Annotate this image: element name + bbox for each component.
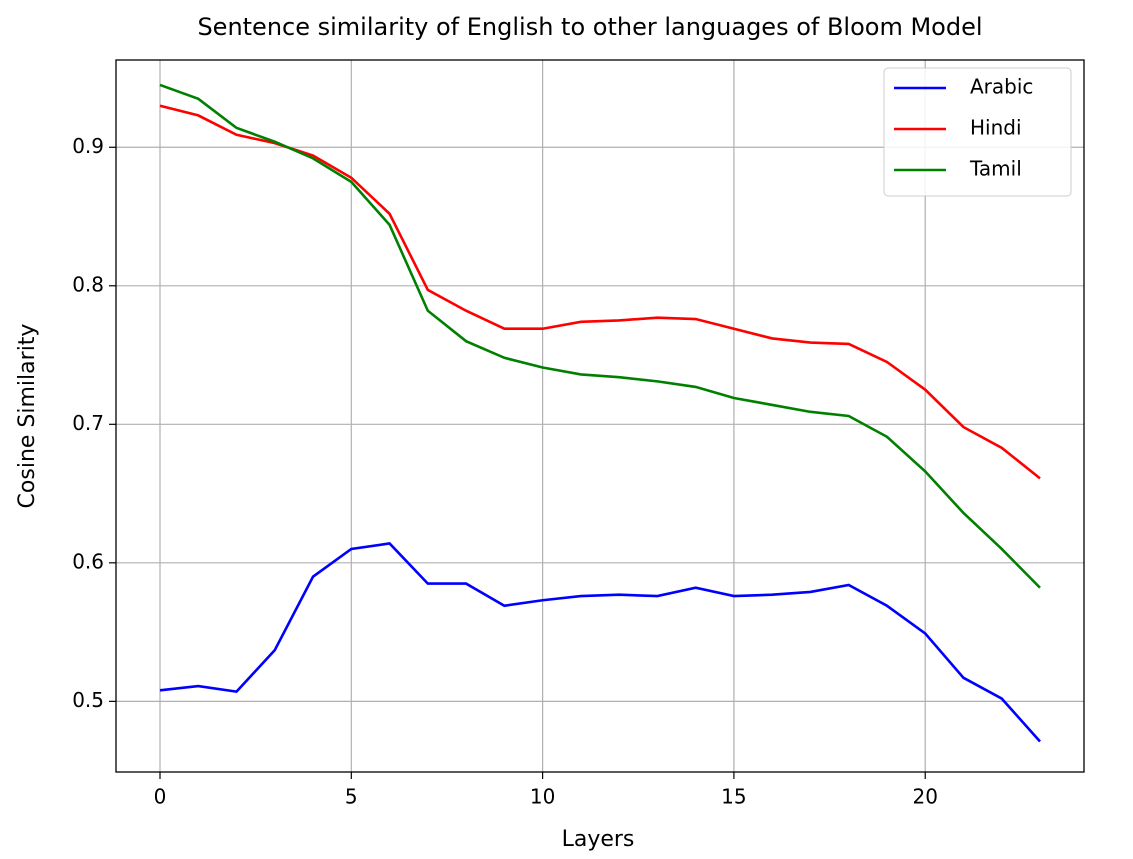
x-tick-label: 20 [912,785,937,809]
line-series [159,542,1041,743]
chart-title: Sentence similarity of English to other … [197,13,982,41]
x-tick-label: 15 [721,785,746,809]
y-tick-label: 0.6 [72,549,104,573]
legend-label: Hindi [970,116,1022,140]
x-tick-label: 5 [345,785,358,809]
x-tick-label: 0 [154,785,167,809]
y-tick-label: 0.5 [72,688,104,712]
y-tick-label: 0.9 [72,134,104,158]
x-tick-label: 10 [530,785,555,809]
y-axis-label: Cosine Similarity [15,324,40,509]
legend-box [883,67,1072,197]
line-series [159,104,1041,480]
y-tick-label: 0.8 [72,272,104,296]
line-series [159,83,1041,589]
legend-label: Arabic [970,75,1033,99]
plot-frame [115,59,1085,773]
x-axis-label: Layers [562,827,635,852]
legend-label: Tamil [969,157,1022,181]
y-tick-label: 0.7 [72,411,104,435]
